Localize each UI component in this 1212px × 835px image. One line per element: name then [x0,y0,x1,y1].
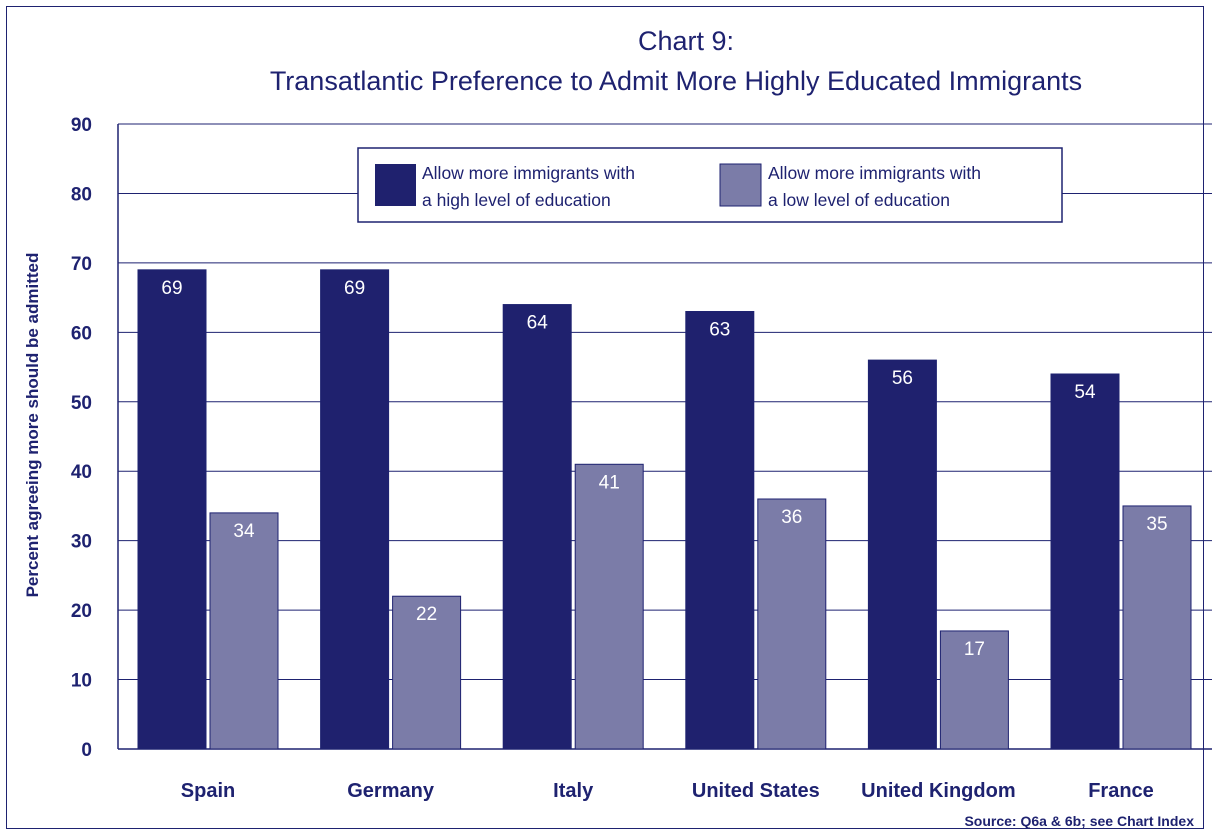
y-tick-label: 10 [71,671,92,692]
y-tick-label: 20 [71,601,92,622]
data-label: 17 [964,639,985,660]
y-tick-label: 60 [71,323,92,344]
x-category-label: United States [692,780,820,802]
data-label: 64 [527,313,549,334]
y-tick-label: 70 [71,254,92,275]
bar [137,269,207,750]
data-labels: 69 34 69 22 64 41 63 36 56 17 54 35 [161,278,1167,660]
data-label: 22 [416,604,437,625]
data-label: 34 [233,521,255,542]
legend-label-high-line2: a high level of education [422,190,611,210]
data-label: 36 [781,507,802,528]
y-tick-label: 30 [71,532,92,553]
y-tick-label: 40 [71,462,92,483]
bar [209,512,279,750]
bar [685,311,755,750]
plot-area: 0 10 20 30 40 50 60 70 80 90 69 34 69 22 64 41 63 36 56 17… [71,115,1212,802]
legend-label-low-line1: Allow more immigrants with [768,163,981,183]
bars [137,269,1192,750]
legend-box [357,147,1063,223]
bar [320,269,390,750]
x-category-label: Spain [181,780,235,802]
x-axis-categories: Spain Germany Italy United States United Kin… [181,780,1154,802]
y-tick-label: 50 [71,393,92,414]
chart-title: Chart 9: [638,26,734,56]
bar [574,463,644,750]
bar [502,304,572,750]
x-category-label: Germany [347,780,435,802]
y-tick-label: 0 [81,740,92,761]
bar [939,630,1009,750]
x-category-label: United Kingdom [861,780,1015,802]
legend-swatch-high [375,164,416,206]
bar [757,498,827,750]
legend-label-low-line2: a low level of education [768,190,950,210]
data-label: 54 [1074,382,1096,403]
y-tick-label: 80 [71,184,92,205]
data-label: 41 [599,472,620,493]
data-label: 63 [709,320,730,341]
bar [1122,505,1192,750]
legend-label-high-line1: Allow more immigrants with [422,163,635,183]
y-axis-ticks: 0 10 20 30 40 50 60 70 80 90 [71,115,92,761]
legend: Allow more immigrants with a high level … [357,147,1063,223]
chart-frame [6,6,1204,829]
bar [392,595,462,750]
chart-subtitle: Transatlantic Preference to Admit More H… [270,66,1082,96]
data-label: 69 [344,278,365,299]
source-note: Source: Q6a & 6b; see Chart Index [964,813,1194,829]
y-tick-label: 90 [71,115,92,136]
x-category-label: Italy [553,780,594,802]
bar [1050,373,1120,750]
gridlines [117,123,1212,750]
data-label: 35 [1146,514,1167,535]
data-label: 56 [892,368,913,389]
x-category-label: France [1088,780,1154,802]
y-axis-label: Percent agreeing more should be admitted [23,253,42,598]
data-label: 69 [161,278,182,299]
bar [867,359,937,750]
legend-swatch-low [719,163,762,207]
